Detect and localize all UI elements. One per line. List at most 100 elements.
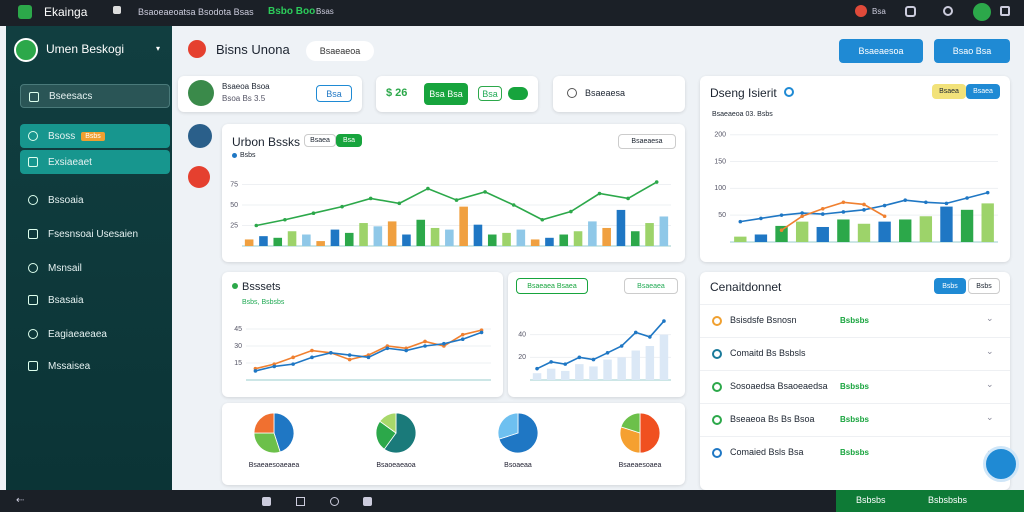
point: [820, 206, 825, 211]
bar: [981, 203, 994, 242]
tab[interactable]: Bsaea: [966, 84, 1000, 99]
bar: [473, 224, 483, 246]
point: [254, 223, 259, 228]
menu-item[interactable]: Bsasaia: [20, 288, 170, 312]
icon[interactable]: [363, 497, 372, 506]
bottom-bar: ⇠ Bsbsbs Bsbsbsbs: [0, 490, 1024, 512]
chart-card: Urbon Bssks Bsaea Bsa Bsaeaesa Bsbs 25 50…: [222, 124, 685, 262]
point: [944, 201, 949, 206]
menu-item[interactable]: Fsesnsoai Usesaien: [20, 222, 170, 246]
bar: [530, 239, 540, 246]
menu-icon: [28, 361, 38, 371]
pie-slice: [619, 426, 641, 454]
tab[interactable]: Bsaea: [304, 134, 336, 147]
y-tick-label: 150: [714, 158, 726, 165]
pie-slice: [379, 412, 397, 434]
profile-name: Umen Beskogi: [46, 42, 125, 56]
badge[interactable]: Bsaeaea: [624, 278, 678, 294]
bar: [795, 221, 809, 242]
button[interactable]: Bsa Bsa: [424, 83, 468, 105]
bar: [302, 234, 311, 246]
menu-item[interactable]: Eagiaeaeaea: [20, 322, 170, 346]
y-tick-label: 20: [518, 354, 526, 361]
bar: [734, 236, 747, 242]
bar: [602, 227, 611, 246]
menu-icon: [28, 295, 38, 305]
point: [385, 346, 390, 351]
breadcrumb[interactable]: Bsaoeaeoatsa Bsodota Bsas: [138, 7, 254, 17]
avatar[interactable]: [855, 5, 867, 17]
badge[interactable]: Bsaeaea Bsaea: [516, 278, 588, 294]
point: [965, 196, 969, 200]
primary-button[interactable]: Bsaeaesoa: [839, 39, 923, 63]
pie-chart: Bsoaeaa: [497, 412, 539, 469]
pie-slice: [273, 412, 295, 453]
toggle[interactable]: Bsa: [478, 86, 502, 101]
chart: 25 50 75: [230, 180, 671, 247]
point: [577, 355, 582, 360]
search-text[interactable]: Bsaeaesa: [585, 88, 626, 98]
list-row[interactable]: Bseaeoa Bs Bs Bsoa Bsbsbs ⌄: [700, 403, 1010, 435]
chart-title: Bsssets: [242, 281, 281, 293]
search-icon[interactable]: [943, 6, 953, 16]
profile-card: Bsaeoa Bsoa Bsoa Bs 3.5 Bsa: [178, 76, 362, 112]
menu-item[interactable]: Bsoss Bsbs: [20, 124, 170, 148]
caret[interactable]: ▾: [156, 44, 161, 53]
y-tick-label: 75: [230, 181, 238, 188]
menu-item[interactable]: Bseesacs: [20, 84, 170, 108]
fab[interactable]: [983, 446, 1019, 482]
list-row[interactable]: Bsisdsfe Bsnosn Bsbsbs ⌄: [700, 304, 1010, 336]
bar: [546, 368, 556, 380]
pill[interactable]: Bsaeaeoa: [306, 41, 374, 61]
back-icon[interactable]: ⇠: [16, 495, 25, 506]
menu-item[interactable]: Msnsail: [20, 256, 170, 280]
tab[interactable]: Bsbs: [934, 278, 966, 294]
bar: [754, 234, 768, 242]
y-tick-label: 50: [718, 212, 726, 219]
bar: [575, 364, 584, 380]
point: [648, 335, 652, 339]
line-series: [781, 201, 886, 231]
pie-slice: [253, 412, 275, 434]
switch[interactable]: [508, 87, 528, 100]
search-icon: [567, 88, 577, 98]
menu-item[interactable]: Exsiaeaet: [20, 150, 170, 174]
icon[interactable]: [296, 497, 305, 506]
point: [841, 210, 846, 214]
list-row[interactable]: Sosoaedsa Bsaoeaedsa Bsbsbs ⌄: [700, 370, 1010, 402]
point: [882, 214, 887, 219]
y-tick-label: 40: [518, 332, 526, 339]
button[interactable]: Bsao Bsa: [934, 39, 1010, 63]
avatar[interactable]: [973, 3, 991, 21]
app-icon: [18, 5, 32, 19]
list-row[interactable]: Comaitd Bs Bsbsls ⌄: [700, 337, 1010, 369]
row-label: Bsisdsfe Bsnosn: [730, 315, 797, 325]
point: [563, 362, 568, 366]
menu-item[interactable]: Bssoaia: [20, 188, 170, 212]
tab[interactable]: Bsa: [336, 134, 362, 147]
bar: [387, 221, 397, 246]
bar: [532, 373, 542, 380]
icon[interactable]: [262, 497, 271, 506]
tab[interactable]: Bsaea: [932, 84, 966, 99]
select[interactable]: Bsa: [316, 85, 352, 102]
icon[interactable]: [1000, 6, 1010, 16]
bar: [588, 221, 597, 246]
point: [329, 351, 333, 355]
line-series: [536, 320, 665, 370]
row-value: Bsbsbs: [840, 448, 869, 457]
menu-icon: [28, 229, 38, 239]
row-value: Bsbsbs: [840, 415, 869, 424]
tab[interactable]: Bsbs: [968, 278, 1000, 294]
point: [841, 200, 846, 205]
icon[interactable]: [905, 6, 916, 17]
point: [366, 355, 371, 360]
menu-item[interactable]: Mssaisea: [20, 354, 170, 378]
icon[interactable]: [330, 497, 339, 506]
dropdown[interactable]: Bsaeaesa: [618, 134, 676, 149]
point: [862, 202, 866, 207]
chevron: ⌄: [986, 379, 994, 389]
bar: [659, 216, 669, 246]
